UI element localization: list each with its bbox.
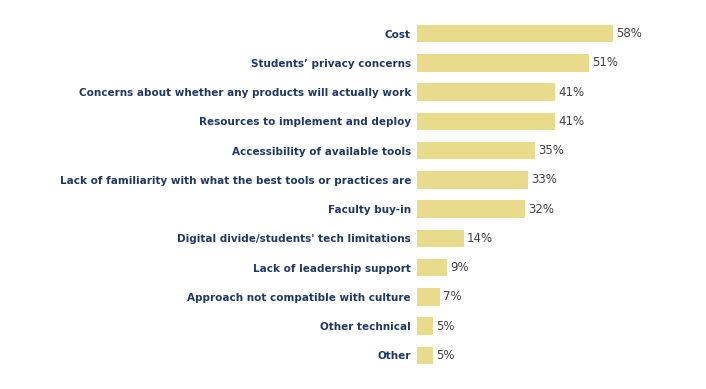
Bar <box>417 112 556 130</box>
Bar <box>417 25 613 42</box>
Text: 33%: 33% <box>531 173 557 186</box>
Text: 58%: 58% <box>616 27 642 40</box>
Bar <box>417 171 528 189</box>
Bar <box>417 259 447 277</box>
Text: 41%: 41% <box>558 115 585 128</box>
Bar <box>417 54 590 72</box>
Bar <box>417 230 464 247</box>
Text: 35%: 35% <box>538 144 563 157</box>
Bar <box>417 288 441 306</box>
Text: 5%: 5% <box>436 320 455 333</box>
Text: 51%: 51% <box>592 56 618 69</box>
Bar <box>417 200 525 218</box>
Text: 41%: 41% <box>558 86 585 98</box>
Bar <box>417 142 535 159</box>
Bar <box>417 317 433 335</box>
Text: 14%: 14% <box>467 232 493 245</box>
Text: 7%: 7% <box>443 291 462 303</box>
Text: 32%: 32% <box>527 203 554 216</box>
Text: 5%: 5% <box>436 349 455 362</box>
Bar <box>417 83 556 101</box>
Text: 9%: 9% <box>450 261 468 274</box>
Bar <box>417 347 433 364</box>
